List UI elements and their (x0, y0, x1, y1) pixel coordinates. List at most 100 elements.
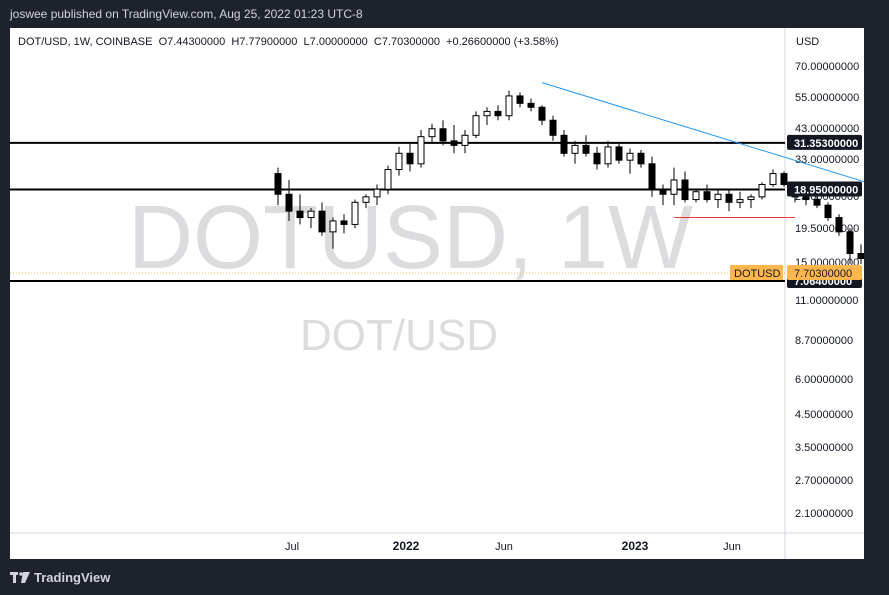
symbol-tag (730, 264, 783, 280)
candlestick-chart[interactable]: DOTUSD, 1W DOT/USD DOT/USD, 1W, COINBASE… (10, 28, 889, 559)
candle-body-down (846, 231, 854, 255)
candle (362, 194, 370, 209)
candle (318, 202, 326, 236)
candle-body-down (681, 179, 689, 201)
ohlc-legend: DOT/USD, 1W, COINBASE O7.44300000 H7.779… (18, 36, 559, 48)
candle (692, 189, 700, 203)
candle-body-up (758, 183, 766, 198)
publisher-bar: joswee published on TradingView.com, Aug… (0, 0, 889, 28)
current-price-text: 7.70300000 (794, 268, 852, 280)
candle-body-down (824, 204, 832, 219)
tradingview-logo[interactable]: TradingView (10, 570, 110, 585)
candle (582, 135, 590, 157)
candle (824, 202, 832, 221)
downtrend-line (541, 82, 889, 190)
candle-body-down (582, 144, 590, 154)
candle (351, 199, 359, 229)
candle (571, 140, 579, 164)
watermark-symbol: DOTUSD, 1W (128, 188, 693, 288)
candle (516, 92, 524, 108)
candle (494, 105, 502, 121)
candle-body-down (725, 193, 733, 203)
level-price-label (787, 134, 862, 150)
publisher-text: joswee published on TradingView.com, Aug… (10, 7, 363, 21)
candle-body-down (703, 191, 711, 201)
drawings[interactable]: L (541, 82, 889, 307)
price-tick: 8.70000000 (795, 335, 853, 347)
chart-frame: DOTUSD, 1W DOT/USD DOT/USD, 1W, COINBASE… (10, 28, 889, 559)
price-tick: 6.00000000 (795, 374, 853, 386)
horizontal-levels[interactable] (10, 141, 785, 282)
candle (714, 189, 722, 209)
candle-body-down (318, 210, 326, 233)
level-price-text: 18.95000000 (794, 184, 858, 196)
candle (340, 214, 348, 234)
candle (648, 156, 656, 197)
time-tick: Jun (723, 541, 741, 553)
price-tick: 2.70000000 (795, 475, 853, 487)
price-tick: 2.10000000 (795, 508, 853, 520)
time-tick: 2022 (393, 539, 420, 553)
candle (703, 184, 711, 203)
tradingview-mark-icon (10, 571, 30, 583)
candle-body-down (560, 134, 568, 154)
candle-body-up (626, 152, 634, 161)
candle-body-down (494, 110, 502, 117)
candle (659, 184, 667, 206)
time-scale[interactable]: Jul 2022 Jun 2023 Jun (285, 539, 741, 553)
candle-body-down (450, 140, 458, 146)
candle-body-up (329, 220, 337, 233)
candle (538, 105, 546, 125)
candle (428, 123, 436, 144)
time-tick: Jul (285, 541, 299, 553)
candle (505, 90, 513, 121)
candle-body-down (857, 253, 865, 260)
candle-body-down (802, 196, 810, 201)
candle-body-down (615, 146, 623, 161)
candle (780, 171, 788, 187)
candle (549, 115, 557, 141)
candle (461, 130, 469, 154)
candle (670, 167, 678, 206)
tradingview-wordmark: TradingView (34, 570, 111, 585)
candle (736, 191, 744, 209)
candle-body-down (340, 220, 348, 225)
candle (296, 194, 304, 225)
candle (274, 167, 282, 206)
price-tick: 55.00000000 (795, 92, 859, 104)
candle (813, 194, 821, 209)
price-tick: 33.00000000 (795, 154, 859, 166)
price-scale[interactable]: 70.00000000 55.00000000 43.00000000 33.0… (795, 61, 859, 520)
candle-body-down (549, 119, 557, 136)
candle-body-down (296, 210, 304, 219)
candle-body-down (274, 173, 282, 195)
candle-body-down (593, 152, 601, 165)
candle (329, 217, 337, 249)
candle-body-down (516, 95, 524, 104)
candle (835, 214, 843, 236)
candle-body-down (813, 199, 821, 206)
time-tick: 2023 (622, 539, 649, 553)
candle-body-up (428, 128, 436, 138)
candle (615, 143, 623, 164)
price-tick: 4.50000000 (795, 409, 853, 421)
candle (472, 111, 480, 139)
candle-body-down (637, 152, 645, 165)
candle (747, 194, 755, 209)
current-price-label (787, 264, 862, 280)
bottom-bar: TradingView (0, 562, 889, 595)
candle-body-up (505, 95, 513, 117)
candle (439, 120, 447, 146)
candle (406, 143, 414, 172)
candle (626, 148, 634, 174)
candle (593, 146, 601, 170)
candle-body-up (417, 136, 425, 165)
candle-body-up (472, 115, 480, 136)
candle-body-down (780, 173, 788, 185)
candle-body-up (692, 191, 700, 201)
level-price-text: 31.35300000 (794, 138, 858, 150)
candle-body-up (670, 179, 678, 195)
candle-body-up (769, 173, 777, 185)
candle (560, 130, 568, 157)
price-tick: 11.00000000 (795, 295, 858, 307)
